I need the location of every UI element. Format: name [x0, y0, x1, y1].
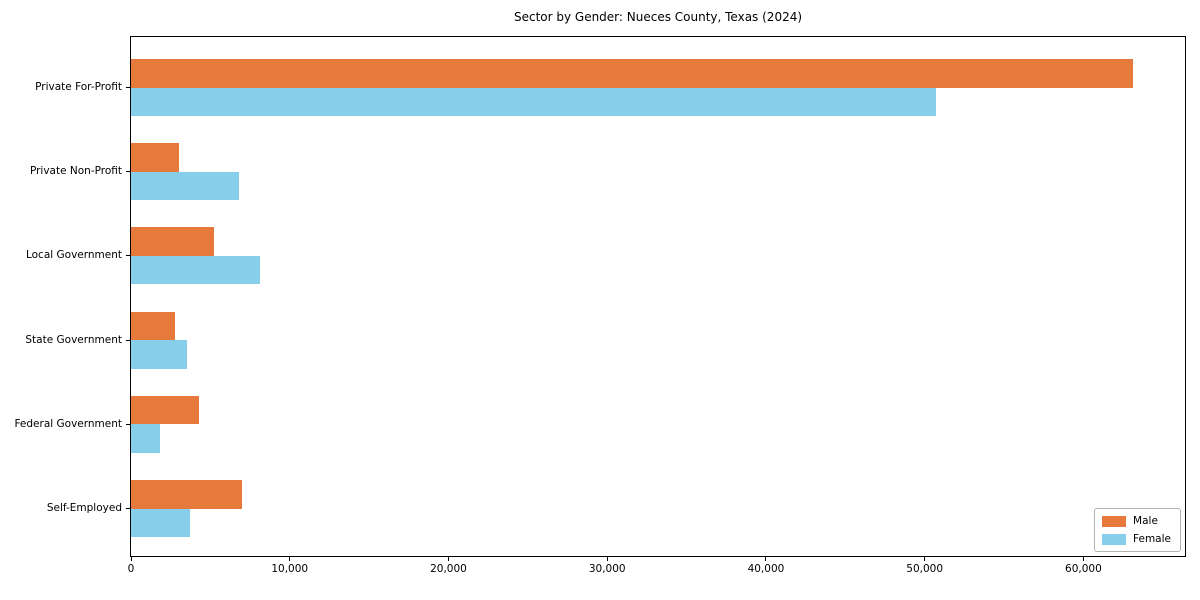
x-tick-mark	[606, 557, 608, 561]
bar-male-federal-government	[131, 395, 200, 425]
bar-male-state-government	[131, 311, 176, 341]
legend-swatch-male	[1102, 515, 1127, 527]
x-tick-label: 20,000	[430, 563, 467, 575]
y-tick-mark	[126, 255, 130, 257]
x-tick-mark	[765, 557, 767, 561]
y-tick-label: Private For-Profit	[35, 81, 122, 93]
y-tick-mark	[126, 339, 130, 341]
x-tick-mark	[289, 557, 291, 561]
y-tick-label: Self-Employed	[46, 502, 122, 514]
bar-male-private-for-profit	[131, 59, 1133, 88]
x-tick-mark	[924, 557, 926, 561]
bar-female-federal-government	[131, 424, 160, 453]
plot-area: Male Female	[130, 36, 1186, 557]
legend-swatch-female	[1102, 533, 1127, 545]
bar-female-local-government	[131, 255, 260, 285]
x-tick-label: 0	[127, 563, 135, 575]
x-tick-label: 40,000	[747, 563, 785, 575]
y-tick-label: State Government	[25, 333, 122, 346]
bar-male-self-employed	[131, 480, 243, 509]
y-tick-label: Private Non-Profit	[29, 165, 122, 178]
bar-female-private-for-profit	[131, 87, 936, 116]
legend-entry-male: Male	[1102, 515, 1171, 527]
x-tick-label: 60,000	[1065, 563, 1102, 575]
legend-label-female: Female	[1133, 533, 1171, 545]
y-tick-mark	[126, 423, 130, 425]
x-tick-mark	[1082, 557, 1084, 561]
x-tick-label: 10,000	[271, 563, 309, 575]
bar-male-local-government	[131, 227, 214, 256]
chart-title: Sector by Gender: Nueces County, Texas (…	[513, 10, 803, 24]
legend-label-male: Male	[1133, 515, 1158, 527]
x-tick-mark	[447, 557, 449, 561]
y-tick-mark	[126, 87, 130, 88]
y-tick-label: Local Government	[25, 249, 122, 262]
x-tick-label: 50,000	[906, 563, 944, 575]
y-tick-label: Federal Government	[14, 417, 122, 430]
x-tick-mark	[130, 557, 132, 561]
legend-entry-female: Female	[1102, 533, 1171, 545]
bar-female-state-government	[131, 340, 187, 369]
y-tick-mark	[126, 171, 130, 173]
x-tick-label: 30,000	[588, 563, 626, 575]
legend: Male Female	[1094, 508, 1181, 552]
y-tick-mark	[126, 508, 130, 509]
bar-female-private-non-profit	[131, 171, 239, 201]
bar-female-self-employed	[131, 508, 190, 537]
bar-male-private-non-profit	[131, 143, 179, 172]
